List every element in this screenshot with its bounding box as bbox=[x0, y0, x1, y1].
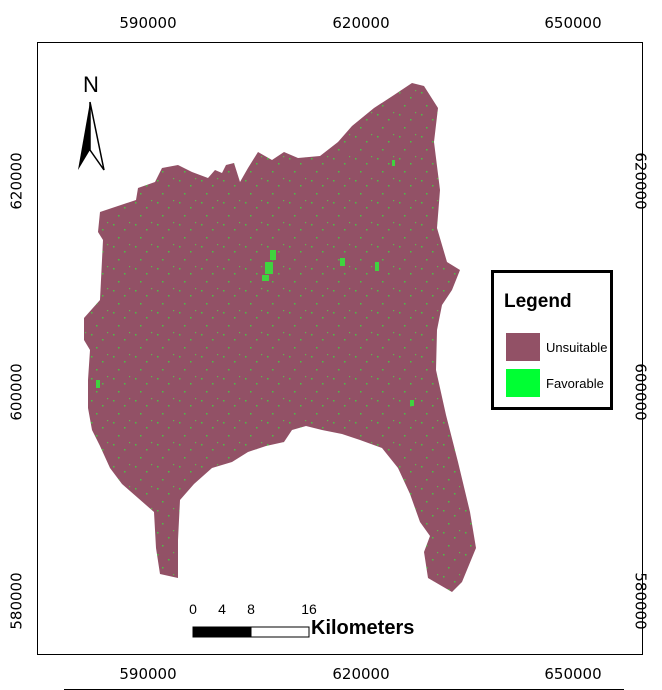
scale-tick-4: 4 bbox=[218, 601, 226, 617]
x-tick-top-1: 590000 bbox=[119, 14, 177, 32]
x-tick-top-3: 650000 bbox=[544, 14, 602, 32]
scale-unit-label: Kilometers bbox=[311, 617, 415, 639]
legend-box: Legend Unsuitable Favorable bbox=[491, 270, 613, 410]
scale-tick-16: 16 bbox=[301, 601, 317, 617]
legend-label-favorable: Favorable bbox=[546, 376, 604, 391]
x-tick-bottom-3: 650000 bbox=[544, 665, 602, 683]
scale-tick-8: 8 bbox=[247, 601, 255, 617]
legend-title: Legend bbox=[504, 291, 572, 312]
favorable-speckle bbox=[84, 83, 476, 592]
map-frame bbox=[37, 42, 643, 655]
scale-tick-0: 0 bbox=[189, 601, 197, 617]
legend-label-unsuitable: Unsuitable bbox=[546, 340, 608, 355]
legend-swatch-favorable bbox=[506, 369, 540, 397]
favorable-clusters bbox=[96, 160, 414, 406]
north-arrow-icon bbox=[78, 101, 105, 171]
north-label: N bbox=[83, 72, 99, 97]
legend-swatch-unsuitable bbox=[506, 333, 540, 361]
x-tick-bottom-1: 590000 bbox=[119, 665, 177, 683]
x-tick-top-2: 620000 bbox=[332, 14, 390, 32]
x-tick-bottom-2: 620000 bbox=[332, 665, 390, 683]
scale-bar bbox=[192, 626, 310, 638]
